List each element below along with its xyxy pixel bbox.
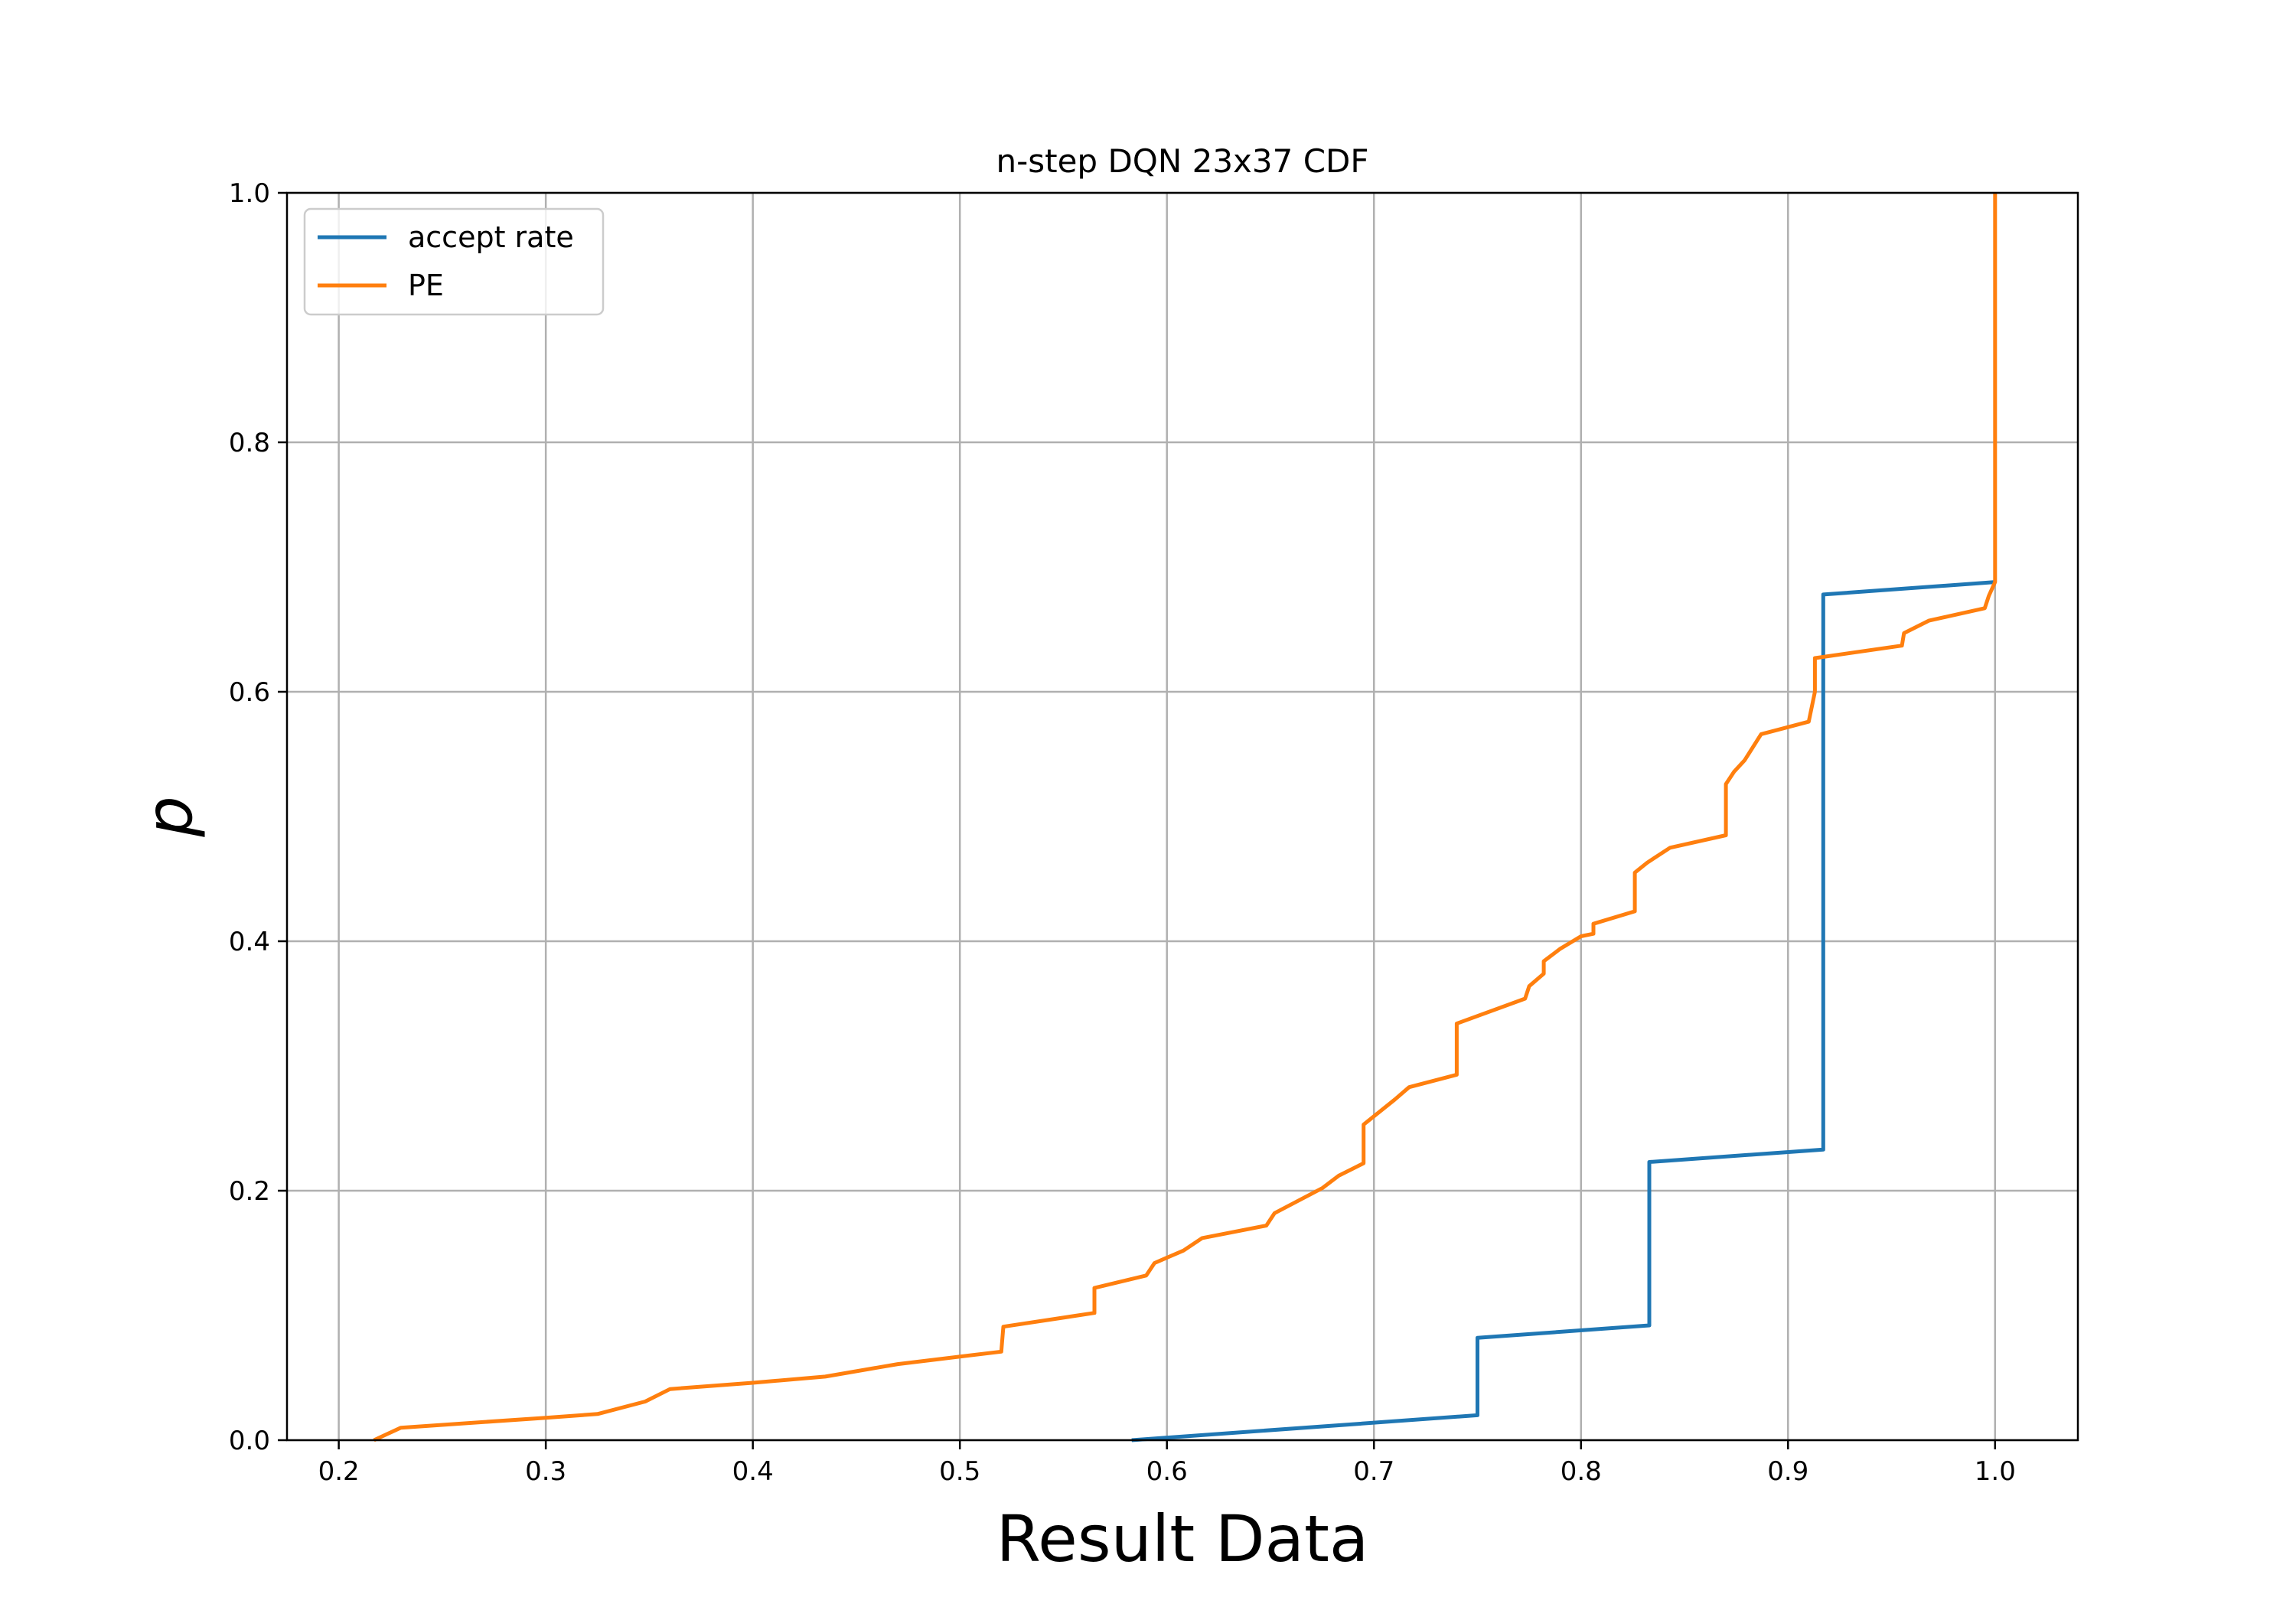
series-lines xyxy=(373,193,1998,1442)
legend-label-pe: PE xyxy=(408,269,444,302)
y-tick-label: 1.0 xyxy=(229,178,270,209)
y-tick-label: 0.4 xyxy=(229,927,270,957)
x-tick-label: 0.7 xyxy=(1353,1456,1394,1487)
legend: accept rate PE xyxy=(303,207,605,316)
x-tick-label: 1.0 xyxy=(1975,1456,2016,1487)
x-tick-label: 0.8 xyxy=(1561,1456,1602,1487)
x-tick-label: 0.3 xyxy=(525,1456,566,1487)
y-axis-label: p xyxy=(132,796,207,837)
series-line-pe xyxy=(373,193,1998,1442)
series-line-accept-rate xyxy=(1131,580,1995,1442)
y-tick-label: 0.8 xyxy=(229,428,270,458)
y-tick-label: 0.2 xyxy=(229,1176,270,1207)
y-tick-label: 0.0 xyxy=(229,1426,270,1456)
legend-label-accept-rate: accept rate xyxy=(408,220,574,254)
y-tick-label: 0.6 xyxy=(229,677,270,708)
x-tick-label: 0.9 xyxy=(1767,1456,1808,1487)
plot-frame xyxy=(285,191,2079,1442)
x-tick-label: 0.6 xyxy=(1146,1456,1188,1487)
x-axis-ticks: 0.2 0.3 0.4 0.5 0.6 0.7 0.8 0.9 1.0 xyxy=(318,1440,2016,1487)
x-tick-label: 0.2 xyxy=(318,1456,360,1487)
x-axis-label: Result Data xyxy=(996,1501,1369,1576)
x-tick-label: 0.4 xyxy=(732,1456,774,1487)
y-axis-ticks: 0.0 0.2 0.4 0.6 0.8 1.0 xyxy=(229,178,287,1456)
x-tick-label: 0.5 xyxy=(939,1456,980,1487)
chart-title: n-step DQN 23x37 CDF xyxy=(996,142,1368,180)
